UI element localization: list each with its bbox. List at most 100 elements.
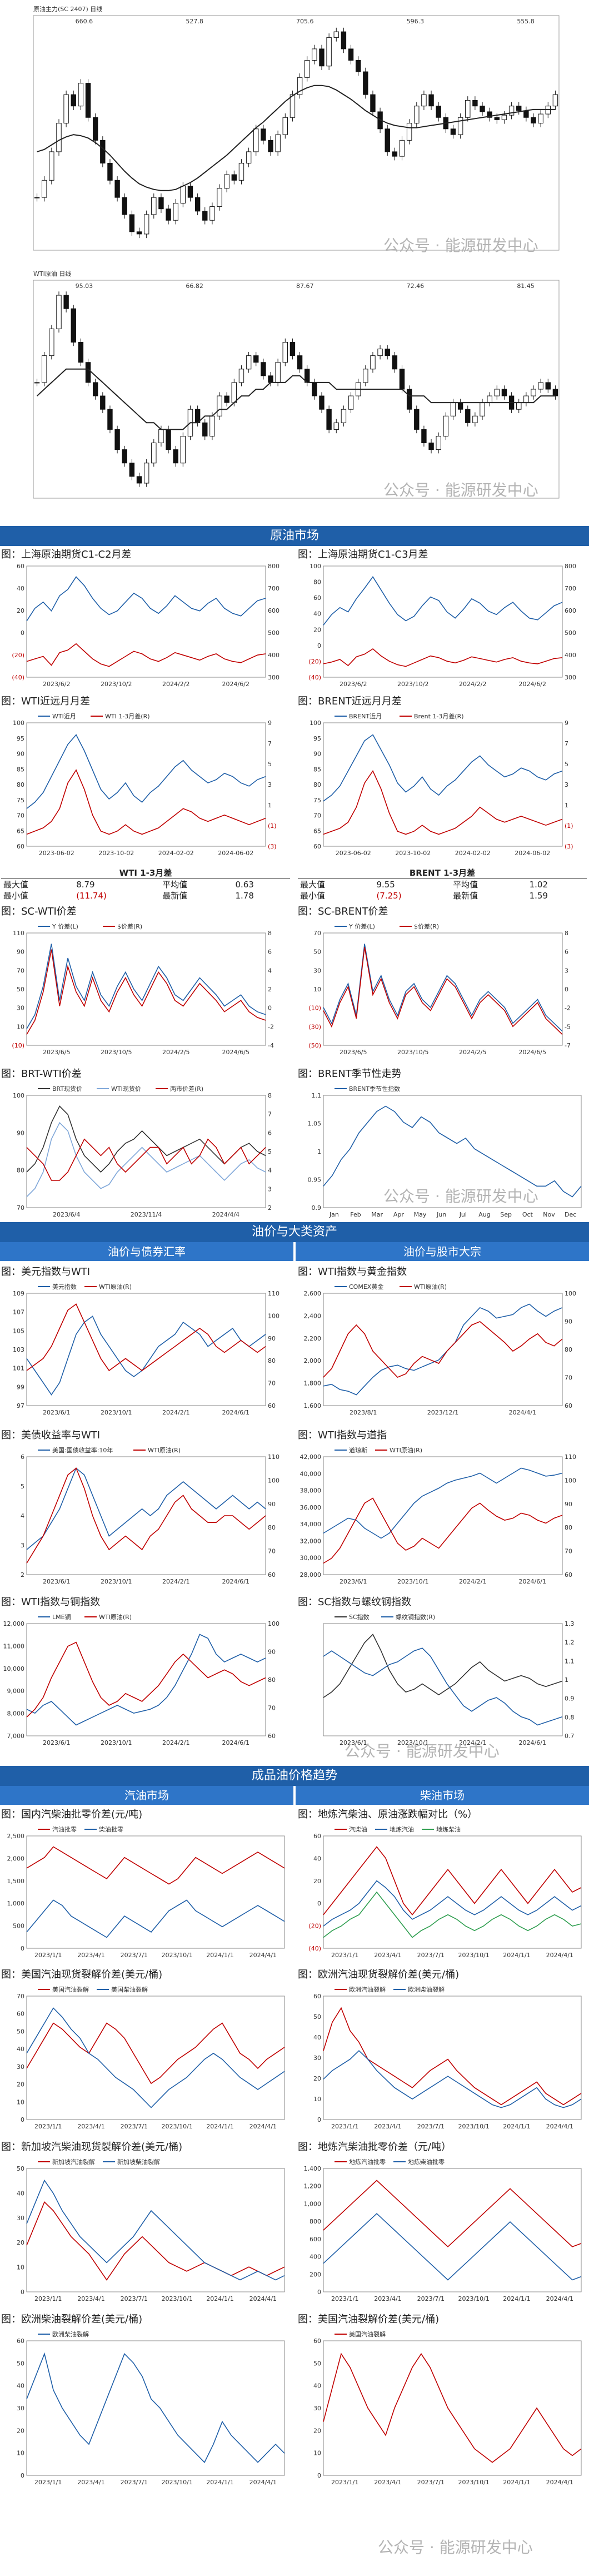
y2-tick-label: 7 [268,740,272,747]
candle-body [173,202,178,221]
candle-body [297,355,303,370]
x-tick-label: 2024/4/1 [546,2123,573,2130]
line-chart: COMEX黄金 WTI原油(R) 2,600 2,400 2,200 2,000 1,800… [304,1283,577,1416]
candle-body [85,362,91,383]
candle-body [42,355,47,383]
chart-panel: 图：上海原油期货C1-C2月差 60 40 20 0 (20) (40) 800 700 600 5… [1,548,290,689]
x-tick-label: 2023/6/2 [340,681,367,688]
x-tick-label: 2024/2/1 [162,1739,189,1746]
price-annotation: 660.6 [76,18,93,25]
panel-title: 图：SC-BRENT价差 [298,906,388,917]
line-chart: 汽油批零 柴油批零 2,500 2,000 1,500 1,000 500 0 2023/1/1… [7,1825,285,1959]
y-tick-label: 75 [17,797,24,804]
candle-body [63,94,69,124]
candle-body [224,174,229,189]
candle-body [114,429,120,450]
candle-body [436,106,441,118]
legend-label: WTI 1-3月差(R) [105,712,150,720]
plot-area [26,722,266,847]
y-tick-label: 70 [17,1204,24,1212]
x-tick-label: 2024/4/1 [249,2295,277,2302]
y-tick-label: 0.95 [308,1177,322,1184]
panel-title: 图：WTI指数与铜指数 [1,1596,101,1608]
y-tick-label: 30 [313,967,321,974]
line-chart: 欧洲柴油裂解 60 50 40 30 20 10 0 2023/1/1 2023/4/1 2023/… [17,2330,285,2486]
candle-body [406,389,412,410]
y-tick-label: 20 [17,2427,24,2434]
y-tick-label: 500 [13,1923,24,1930]
candle-body [538,382,543,390]
plot-area [323,1996,582,2120]
x-tick-label: 2023/6/2 [43,681,70,688]
watermark: 公众号 · 能源研发中心 [383,236,538,255]
y-tick-label: 10 [313,2096,321,2103]
candle-body [501,115,507,120]
x-tick-label: 2023/1/1 [34,1952,62,1959]
x-tick-label: 2024-06-02 [218,850,253,857]
x-tick-label: 2023/6/1 [43,1578,70,1585]
candle-body [114,180,120,198]
y-tick-label: 60 [313,1993,321,2000]
candle-body [122,197,127,215]
x-tick-label: 2024/6/2 [519,681,546,688]
plot-area [26,2340,285,2476]
y-tick-label: 20 [313,2427,321,2434]
y-tick-label: 20 [313,2075,321,2082]
x-tick-label: Oct [522,1211,533,1218]
x-tick-label: 2023/10/1 [161,1952,192,1959]
candle-body [494,117,500,120]
candle-body [56,123,62,152]
y-tick-label: 10 [17,2450,24,2457]
x-tick-label: 2023/4/1 [77,2295,104,2302]
x-tick-label: 2024/2/5 [459,1049,486,1056]
line-chart: 道琼斯 WTI原油(R) 42,000 40,000 38,000 36,000 34,00… [300,1446,577,1585]
candle-body [71,94,76,107]
stat-label: 平均值 [162,880,188,890]
x-tick-label: 2024/2/5 [162,1049,189,1056]
candle-body [122,449,127,464]
legend-label: 螺纹钢指数(R) [396,1613,435,1621]
series-line [323,770,563,835]
x-tick-label: 2024/2/1 [162,1409,189,1416]
series-line [323,1303,563,1396]
series-line [323,1880,582,1927]
x-tick-label: 2023/1/1 [331,2295,358,2302]
candle-body [392,151,398,157]
y-tick-label: 10 [313,986,321,993]
series-line [26,576,266,622]
y-tick-label: 2,500 [7,1833,25,1840]
y2-tick-label: 6 [268,949,272,956]
x-tick-label: 2023/6/5 [340,1049,367,1056]
x-tick-label: 2024/2/1 [459,1578,486,1585]
y-tick-label: 2,000 [7,1855,25,1862]
plot-area [26,932,266,1046]
stat-label: 平均值 [453,880,478,890]
legend-label: 欧洲汽油裂解 [349,1986,386,1993]
panel-title: 图：上海原油期货C1-C3月差 [298,549,428,560]
plot-area [323,1293,563,1406]
panel-title: 图：新加坡汽柴油现货裂解价差(美元/桶) [1,2141,183,2153]
candle-body [180,435,186,464]
y2-tick-label: 400 [565,652,576,659]
y-tick-label: 7,000 [7,1733,25,1740]
panel-title: 图：上海原油期货C1-C2月差 [1,549,132,560]
price-annotation: 596.3 [407,18,425,25]
y2-tick-label: 0.8 [565,1714,575,1721]
y-tick-label: 1,200 [304,2183,322,2190]
y2-tick-label: 5 [268,1148,272,1155]
y-tick-label: 60 [313,594,321,602]
y-tick-label: 6 [21,1453,24,1461]
legend-label: WTI原油(R) [414,1283,447,1291]
y2-tick-label: -4 [268,1042,274,1049]
candle-body [209,415,215,436]
y-tick-label: (40) [308,674,321,681]
candle-body [268,375,273,383]
moving-average-line [37,85,556,191]
candle-body [129,214,135,232]
price-annotation: 527.8 [186,18,203,25]
y-tick-label: 42,000 [300,1453,322,1461]
x-tick-label: 2023/4/1 [374,2295,401,2302]
y-tick-label: 2,200 [304,1335,322,1342]
y2-tick-label: (3) [268,843,277,850]
plot-area [26,1095,266,1208]
